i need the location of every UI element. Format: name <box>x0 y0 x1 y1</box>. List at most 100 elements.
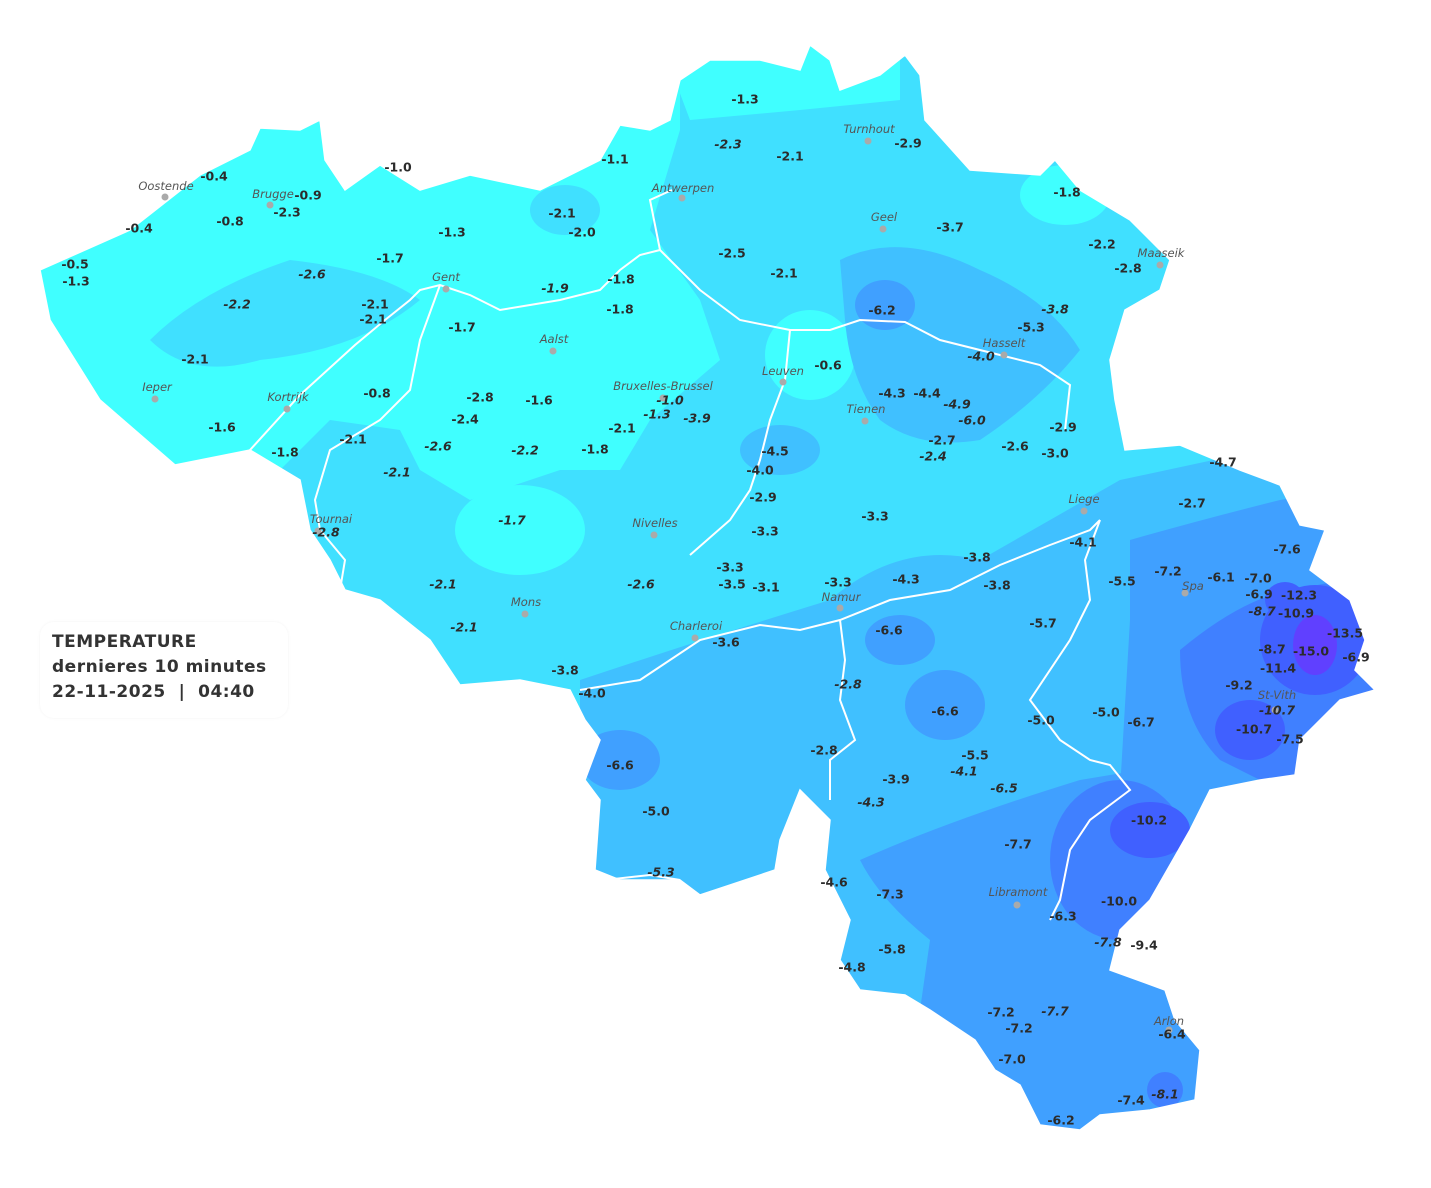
station-temperature: -8.1 <box>1151 1087 1178 1102</box>
station-temperature: -4.0 <box>746 463 774 478</box>
station-temperature: -2.7 <box>1178 496 1205 511</box>
station-temperature: -8.7 <box>1258 642 1285 657</box>
station-temperature: -3.8 <box>1041 302 1069 317</box>
station-temperature: -7.5 <box>1276 732 1303 747</box>
station-temperature: -3.3 <box>861 509 888 524</box>
country-outline <box>39 43 1377 1131</box>
station-temperature: -10.9 <box>1278 606 1314 621</box>
province-border <box>579 519 1101 691</box>
station-temperature: -3.1 <box>752 580 779 595</box>
city-label: Turnhout <box>843 122 895 136</box>
station-temperature: -2.4 <box>451 412 479 427</box>
station-temperature: -7.2 <box>987 1005 1014 1020</box>
station-temperature: -2.4 <box>919 449 946 464</box>
city-label: Gent <box>432 270 460 284</box>
station-temperature: -2.1 <box>181 352 208 367</box>
station-temperature: -6.6 <box>875 623 903 638</box>
temperature-zone <box>855 280 915 330</box>
station-temperature: -2.6 <box>1001 439 1029 454</box>
station-temperature: -3.7 <box>936 220 963 235</box>
city-label: Nivelles <box>632 516 677 530</box>
station-temperature: -0.4 <box>200 169 228 184</box>
station-temperature: -2.7 <box>928 433 955 448</box>
city-dot <box>1156 261 1164 269</box>
station-temperature: -3.5 <box>718 577 745 592</box>
city-dot <box>151 395 159 403</box>
temperature-zone <box>1110 802 1190 858</box>
station-temperature: -6.5 <box>990 781 1018 796</box>
station-temperature: -1.3 <box>62 274 89 289</box>
city-label: Leuven <box>762 364 804 378</box>
station-temperature: -6.2 <box>868 303 895 318</box>
station-temperature: -4.1 <box>1069 535 1096 550</box>
station-temperature: -2.1 <box>429 577 456 592</box>
station-temperature: -7.4 <box>1117 1093 1145 1108</box>
station-temperature: -4.1 <box>950 764 977 779</box>
station-temperature: -1.7 <box>376 251 403 266</box>
station-temperature: -0.5 <box>61 257 88 272</box>
city-label: Charleroi <box>670 619 723 633</box>
city-dot <box>678 194 686 202</box>
city-label: Hasselt <box>983 336 1026 350</box>
station-temperature: -6.9 <box>1245 587 1272 602</box>
legend-box: TEMPERATURE dernieres 10 minutes 22-11-2… <box>40 622 288 718</box>
station-temperature: -3.3 <box>751 524 778 539</box>
city-dot <box>1000 351 1008 359</box>
city-dot <box>1271 706 1279 714</box>
station-temperature: -2.0 <box>568 225 596 240</box>
station-temperature: -6.3 <box>1049 909 1076 924</box>
station-temperature: -3.8 <box>551 663 578 678</box>
station-temperature: -2.9 <box>894 136 921 151</box>
station-temperature: -1.8 <box>607 272 634 287</box>
station-temperature: -5.8 <box>878 942 905 957</box>
temperature-zone <box>530 185 600 235</box>
city-dot <box>283 405 291 413</box>
station-temperature: -3.8 <box>983 578 1010 593</box>
station-temperature: -0.4 <box>125 221 153 236</box>
station-temperature: -1.1 <box>601 152 628 167</box>
city-dot <box>691 634 699 642</box>
station-temperature: -5.0 <box>642 804 670 819</box>
city-dot <box>1165 1026 1173 1034</box>
city-label: Antwerpen <box>651 181 715 195</box>
station-temperature: -4.5 <box>761 444 788 459</box>
legend-subtitle: dernieres 10 minutes <box>52 657 267 677</box>
temperature-zone <box>765 310 855 400</box>
station-temperature: -11.4 <box>1260 661 1296 676</box>
station-temperature: -2.1 <box>383 465 410 480</box>
station-temperature: -6.0 <box>958 413 986 428</box>
station-temperature: -9.2 <box>1225 678 1252 693</box>
station-temperature: -4.4 <box>913 386 941 401</box>
station-temperature: -4.3 <box>878 386 905 401</box>
province-border <box>1028 519 1132 921</box>
station-temperature: -3.3 <box>716 560 743 575</box>
station-temperature: -5.5 <box>961 748 988 763</box>
station-temperature: -2.1 <box>359 312 386 327</box>
city-label: Tienen <box>847 402 886 416</box>
city-dot <box>521 610 529 618</box>
city-dot <box>549 347 557 355</box>
station-temperature: -3.8 <box>963 550 990 565</box>
station-temperature: -2.5 <box>718 246 745 261</box>
city-dot <box>1080 507 1088 515</box>
province-border <box>604 873 681 881</box>
station-temperature: -2.2 <box>511 443 538 458</box>
station-temperature: -9.4 <box>1130 938 1158 953</box>
station-temperature: -5.5 <box>1108 574 1135 589</box>
station-temperature: -2.3 <box>714 137 741 152</box>
station-temperature: -2.8 <box>1114 261 1141 276</box>
station-temperature: -1.9 <box>541 281 569 296</box>
province-borders <box>39 43 1377 1131</box>
station-temperature: -2.8 <box>810 743 837 758</box>
station-temperature: -6.1 <box>1207 570 1234 585</box>
station-temperature: -7.2 <box>1154 564 1181 579</box>
city-dot <box>861 417 869 425</box>
station-temperature: -1.0 <box>384 160 412 175</box>
city-label: Namur <box>822 590 862 604</box>
city-dot <box>266 201 274 209</box>
city-dot <box>442 285 450 293</box>
city-label: Liege <box>1068 492 1099 506</box>
temperature-zone <box>1265 582 1305 618</box>
station-temperature: -4.6 <box>820 875 848 890</box>
station-temperature: -4.0 <box>578 686 606 701</box>
